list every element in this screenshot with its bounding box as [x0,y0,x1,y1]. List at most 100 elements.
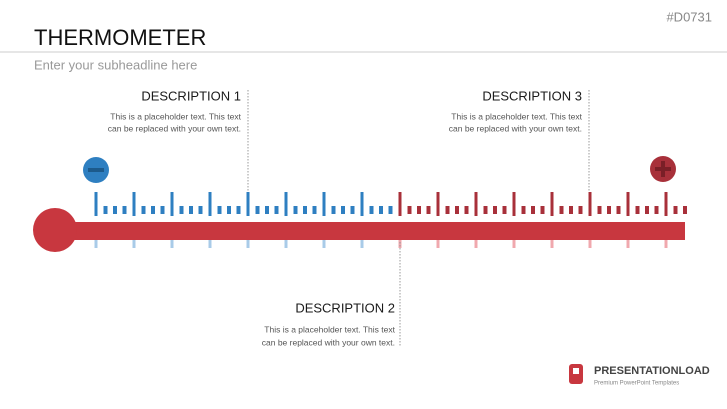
slide-code: #D0731 [666,9,712,24]
thermometer-bulb [33,208,77,252]
scale-tick [616,206,621,214]
scale-tick [236,206,241,214]
scale-tick [179,206,184,214]
scale-tick [284,192,288,216]
scale-tick [483,206,488,214]
scale-tick [550,240,554,248]
description-text: can be replaced with your own text. [262,337,395,347]
scale-tick [341,206,345,214]
description-text: can be replaced with your own text. [108,123,241,133]
scale-tick [227,206,231,214]
scale-tick [464,206,469,214]
scale-tick [94,192,98,216]
scale-tick [360,240,364,248]
scale-tick [664,192,668,216]
scale-tick [445,206,450,214]
scale-tick [388,206,393,214]
scale-tick [312,206,317,214]
scale-tick [512,192,516,216]
scale-tick [141,206,146,214]
scale-tick [407,206,412,214]
scale-tick [122,206,127,214]
scale-tick [274,206,279,214]
scale-tick [417,206,421,214]
scale-tick [113,206,117,214]
scale-tick [350,206,355,214]
scale-tick [607,206,611,214]
scale-tick [474,192,478,216]
scale-tick [426,206,431,214]
scale-tick [550,192,554,216]
slide-title: THERMOMETER [34,25,206,50]
scale-tick [255,206,260,214]
scale-tick [198,206,203,214]
logo-tagline: Premium PowerPoint Templates [594,381,679,387]
scale-tick [531,206,535,214]
scale-tick [455,206,459,214]
slide-subtitle: Enter your subheadline here [34,57,197,72]
thermometer-tube [55,222,685,240]
scale-tick [208,192,212,216]
scale-tick [360,192,364,216]
scale-tick [284,240,288,248]
logo-name: PRESENTATIONLOAD [594,365,710,377]
scale-tick [103,206,108,214]
minus-sign [88,168,104,172]
scale-tick [645,206,649,214]
scale-tick [569,206,573,214]
scale-tick [151,206,155,214]
scale-tick [132,192,136,216]
scale-tick [673,206,678,214]
scale-tick [94,240,98,248]
scale-tick [398,240,402,248]
scale-tick [436,192,440,216]
description-title: DESCRIPTION 3 [482,88,582,103]
scale [94,192,687,248]
scale-tick [474,240,478,248]
description-text: can be replaced with your own text. [449,123,582,133]
scale-tick [588,240,592,248]
scale-tick [331,206,336,214]
description-title: DESCRIPTION 1 [141,88,241,103]
scale-tick [369,206,374,214]
scale-tick [559,206,564,214]
scale-tick [626,192,630,216]
scale-tick [246,192,250,216]
scale-tick [246,240,250,248]
scale-tick [664,240,668,248]
logo-icon [573,368,579,374]
scale-tick [322,240,326,248]
scale-tick [160,206,165,214]
scale-tick [189,206,193,214]
scale-tick [170,240,174,248]
description-text: This is a placeholder text. This text [110,111,241,121]
scale-tick [436,240,440,248]
scale-tick [493,206,497,214]
scale-tick [398,192,402,216]
scale-tick [502,206,507,214]
scale-tick [626,240,630,248]
scale-tick [683,206,687,214]
scale-tick [588,192,592,216]
scale-tick [293,206,298,214]
scale-tick [303,206,307,214]
scale-tick [379,206,383,214]
scale-tick [654,206,659,214]
scale-tick [208,240,212,248]
scale-tick [217,206,222,214]
scale-tick [512,240,516,248]
scale-tick [132,240,136,248]
scale-tick [635,206,640,214]
description-text: This is a placeholder text. This text [264,324,395,334]
scale-tick [597,206,602,214]
scale-tick [322,192,326,216]
scale-tick [540,206,545,214]
scale-tick [265,206,269,214]
scale-tick [578,206,583,214]
scale-tick [170,192,174,216]
description-text: This is a placeholder text. This text [451,111,582,121]
description-title: DESCRIPTION 2 [295,300,395,315]
scale-tick [521,206,526,214]
plus-sign [661,161,665,177]
